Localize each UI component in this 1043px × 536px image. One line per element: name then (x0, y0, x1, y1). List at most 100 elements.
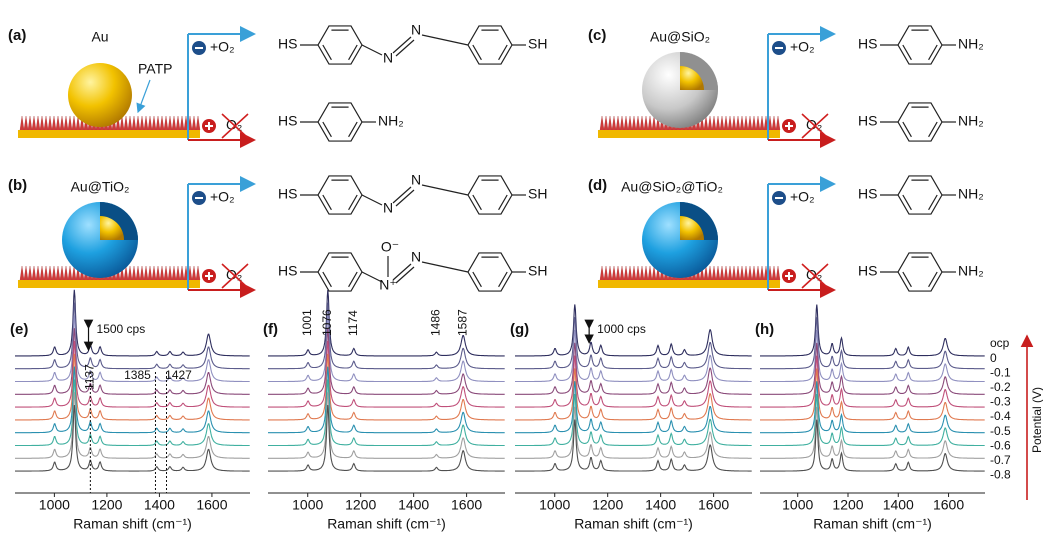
condition: +O₂ (790, 189, 815, 205)
condition: +O₂ (790, 39, 815, 55)
oxide: O⁻ (381, 239, 399, 255)
spectrum (268, 380, 505, 446)
potential-level: -0.5 (990, 424, 1011, 438)
spectrum (268, 405, 505, 471)
substituent: NH₂ (378, 113, 404, 129)
panel-label: (e) (10, 321, 28, 338)
substrate (598, 280, 780, 288)
scale-label: 1500 cps (97, 322, 146, 336)
bond (422, 262, 468, 272)
scale-label: 1000 cps (597, 322, 646, 336)
benzene-ring (468, 176, 512, 214)
substituent: NH₂ (958, 186, 984, 202)
nitrogen: N (411, 22, 421, 38)
bond (323, 195, 332, 210)
bond (349, 272, 358, 287)
substituent: HS (858, 113, 877, 129)
x-axis-label: Raman shift (cm⁻¹) (327, 516, 446, 532)
nitrogen: N (411, 172, 421, 188)
potential-level: ocp (990, 336, 1010, 350)
x-axis-label: Raman shift (cm⁻¹) (73, 516, 192, 532)
bond (362, 45, 382, 55)
spectrum (15, 328, 250, 394)
bond (473, 45, 482, 60)
bond (499, 195, 508, 210)
x-tick-label: 1000 (539, 497, 570, 513)
potential-level: -0.1 (990, 365, 1011, 379)
panel-label: (g) (510, 321, 529, 338)
potential-level: -0.7 (990, 453, 1011, 467)
benzene-ring (318, 253, 362, 291)
peak-label: 1587 (455, 309, 469, 336)
substituent: HS (858, 263, 877, 279)
benzene-ring (898, 26, 942, 64)
x-axis-label: Raman shift (cm⁻¹) (574, 516, 693, 532)
panel-label: (b) (8, 177, 27, 194)
bond (903, 195, 912, 210)
bond (929, 45, 938, 60)
substituent: SH (528, 36, 547, 52)
nitrogen: N (411, 249, 421, 265)
x-tick-label: 1600 (698, 497, 729, 513)
spectrum (15, 354, 250, 420)
minus-sign (775, 197, 783, 199)
bond (362, 195, 382, 205)
peak-label: 1486 (429, 309, 443, 336)
pointer (138, 80, 150, 112)
substituent: HS (278, 113, 297, 129)
particle-name: Au@TiO₂ (71, 179, 130, 195)
benzene-ring (318, 176, 362, 214)
potential-label: Potential (V) (1030, 387, 1043, 453)
condition: +O₂ (210, 39, 235, 55)
nitrogen: N (383, 50, 393, 66)
spectrum (15, 392, 250, 458)
benzene-ring (318, 26, 362, 64)
bond (929, 195, 938, 210)
x-tick-label: 1000 (782, 497, 813, 513)
x-tick-label: 1600 (196, 497, 227, 513)
bond (323, 45, 332, 60)
x-axis-label: Raman shift (cm⁻¹) (813, 516, 932, 532)
potential-level: -0.6 (990, 438, 1011, 452)
minus-sign (195, 197, 203, 199)
condition: +O₂ (210, 189, 235, 205)
bond (903, 45, 912, 60)
panel-label: (c) (588, 27, 606, 44)
benzene-ring (468, 26, 512, 64)
bond (422, 185, 468, 195)
peak-label: 1174 (346, 310, 360, 336)
bond (349, 195, 358, 210)
spectrum (268, 367, 505, 433)
x-tick-label: 1000 (292, 497, 323, 513)
minus-sign (775, 47, 783, 49)
panel-label: (a) (8, 27, 26, 44)
bond (499, 272, 508, 287)
substrate (18, 130, 200, 138)
particle-name: Au@SiO₂@TiO₂ (621, 179, 723, 195)
bond (422, 35, 468, 45)
substituent: HS (278, 36, 297, 52)
substituent: SH (528, 263, 547, 279)
substituent: HS (278, 263, 297, 279)
spectrum (268, 392, 505, 458)
substituent: NH₂ (958, 113, 984, 129)
substituent: SH (528, 186, 547, 202)
x-tick-label: 1200 (592, 497, 623, 513)
bond (903, 272, 912, 287)
spectrum (15, 405, 250, 471)
substituent: NH₂ (958, 263, 984, 279)
spectrum (268, 328, 505, 394)
benzene-ring (318, 103, 362, 141)
panel-label: (f) (263, 321, 278, 338)
spectrum (268, 341, 505, 407)
x-tick-label: 1200 (91, 497, 122, 513)
figure: (a)AuPATP+O₂O₂HSNNSHHSNH₂(b)Au@TiO₂+O₂O₂… (0, 0, 1043, 536)
bond (929, 272, 938, 287)
panel-label: (h) (755, 321, 774, 338)
bond (349, 122, 358, 137)
spectrum (15, 379, 250, 445)
spectrum (760, 305, 985, 356)
peak-label: 1076 (320, 309, 334, 336)
x-tick-label: 1600 (451, 497, 482, 513)
benzene-ring (898, 103, 942, 141)
